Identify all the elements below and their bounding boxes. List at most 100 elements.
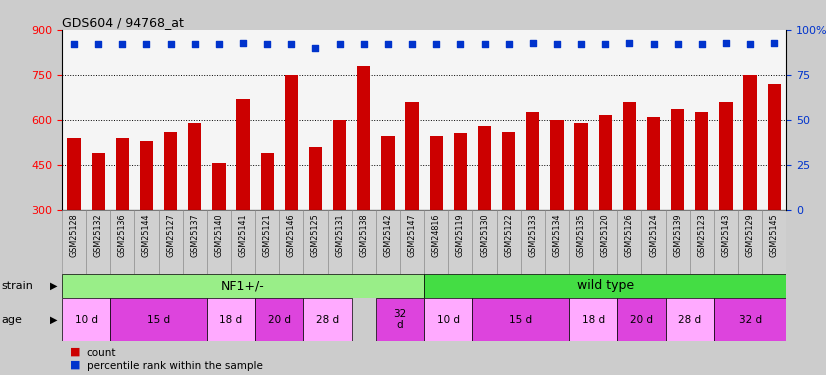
Text: GSM25140: GSM25140 (215, 213, 223, 256)
Point (767, 40, 781, 46)
Text: ▶: ▶ (50, 281, 58, 291)
Bar (767, 84, 781, 210)
Bar (502, 132, 515, 210)
Text: 20 d: 20 d (630, 315, 653, 325)
Point (478, 41, 491, 47)
Bar (666, 210, 690, 274)
Text: GSM25142: GSM25142 (383, 213, 392, 257)
Text: GSM25144: GSM25144 (142, 213, 151, 256)
Bar (62, 298, 110, 341)
Text: GSM25139: GSM25139 (673, 213, 682, 257)
Text: strain: strain (2, 281, 34, 291)
Text: GSM25135: GSM25135 (577, 213, 586, 257)
Text: GSM25134: GSM25134 (553, 213, 562, 256)
Point (188, 41, 202, 47)
Bar (430, 136, 443, 210)
Point (68, 41, 81, 47)
Bar (236, 99, 249, 210)
Bar (279, 210, 303, 274)
Bar (400, 210, 425, 274)
Bar (86, 210, 110, 274)
Bar (328, 210, 352, 274)
Bar (206, 298, 255, 341)
Point (212, 41, 225, 47)
Point (623, 40, 636, 46)
Point (164, 41, 178, 47)
Point (92, 41, 105, 47)
Bar (135, 210, 159, 274)
Text: 15 d: 15 d (509, 315, 532, 325)
Point (575, 41, 588, 47)
Text: GSM25120: GSM25120 (601, 213, 610, 257)
Bar (526, 112, 539, 210)
Text: 32
d: 32 d (393, 309, 406, 330)
Text: GSM25147: GSM25147 (407, 213, 416, 257)
Bar (472, 298, 569, 341)
Point (116, 41, 129, 47)
Bar (357, 66, 370, 210)
Bar (593, 210, 617, 274)
Bar (183, 210, 206, 274)
Point (357, 41, 370, 47)
Bar (333, 120, 346, 210)
Point (236, 40, 249, 46)
Bar (719, 102, 733, 210)
Text: GSM25122: GSM25122 (504, 213, 513, 257)
Text: GSM25132: GSM25132 (93, 213, 102, 257)
Text: GSM25129: GSM25129 (746, 213, 755, 257)
Text: GSM25127: GSM25127 (166, 213, 175, 257)
Text: 15 d: 15 d (147, 315, 170, 325)
Text: GSM25141: GSM25141 (239, 213, 248, 256)
Point (309, 45, 322, 51)
Point (743, 41, 757, 47)
Text: GSM25128: GSM25128 (69, 213, 78, 257)
Bar (714, 210, 738, 274)
Bar (406, 102, 419, 210)
Point (140, 41, 153, 47)
Bar (164, 132, 178, 210)
Bar (671, 110, 684, 210)
Bar (188, 123, 202, 210)
Point (719, 40, 733, 46)
Text: count: count (87, 348, 116, 357)
Point (550, 41, 563, 47)
Text: GSM25125: GSM25125 (311, 213, 320, 257)
Bar (352, 210, 376, 274)
Point (647, 41, 660, 47)
Text: wild type: wild type (577, 279, 634, 292)
Bar (695, 112, 709, 210)
Text: 28 d: 28 d (316, 315, 339, 325)
Text: GSM25131: GSM25131 (335, 213, 344, 256)
Bar (255, 298, 303, 341)
Text: GSM25119: GSM25119 (456, 213, 465, 257)
Text: 28 d: 28 d (678, 315, 701, 325)
Bar (520, 210, 545, 274)
Point (599, 41, 612, 47)
Bar (92, 153, 105, 210)
Bar (617, 210, 642, 274)
Text: GSM25136: GSM25136 (118, 213, 127, 256)
Text: age: age (2, 315, 22, 325)
Bar (159, 210, 183, 274)
Bar (617, 298, 666, 341)
Bar (116, 138, 129, 210)
Text: GSM25145: GSM25145 (770, 213, 779, 257)
Bar (110, 210, 135, 274)
Bar (376, 210, 400, 274)
Bar (496, 210, 520, 274)
Text: GSM25124: GSM25124 (649, 213, 658, 257)
Point (453, 41, 467, 47)
Bar (110, 298, 206, 341)
Bar (569, 298, 617, 341)
Text: GSM24816: GSM24816 (432, 213, 441, 256)
Bar (574, 123, 588, 210)
Bar (68, 138, 81, 210)
Point (285, 41, 298, 47)
Text: GSM25138: GSM25138 (359, 213, 368, 256)
Bar (140, 141, 153, 210)
Bar (382, 136, 395, 210)
Text: 10 d: 10 d (74, 315, 97, 325)
Text: 18 d: 18 d (220, 315, 243, 325)
Bar (738, 210, 762, 274)
Text: GSM25137: GSM25137 (190, 213, 199, 257)
